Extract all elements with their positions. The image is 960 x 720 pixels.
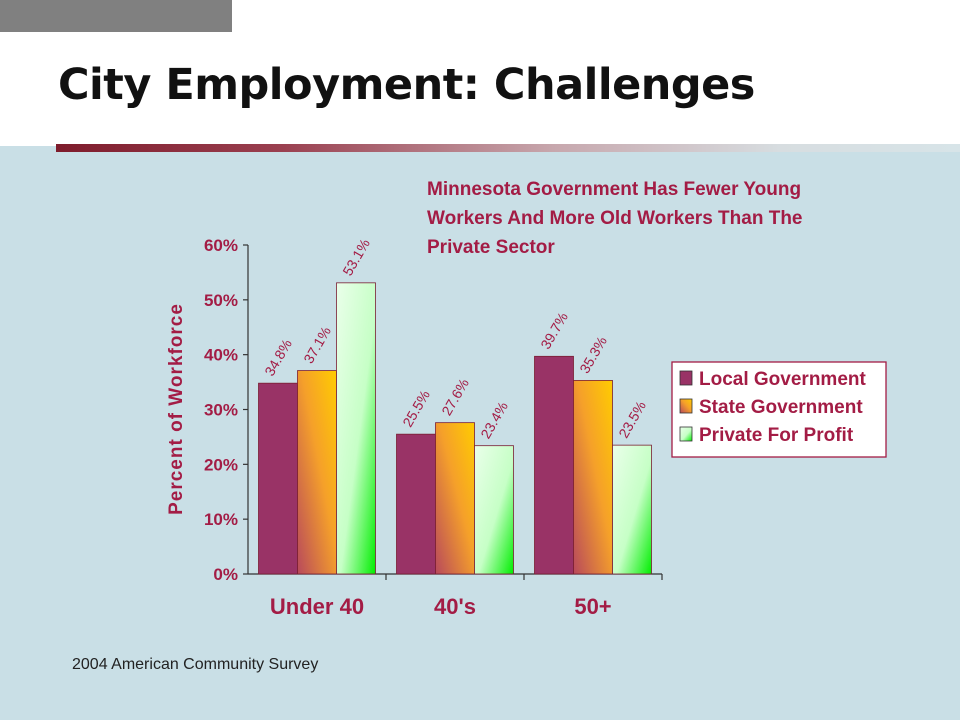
y-tick-label: 20% <box>204 455 238 474</box>
bar <box>396 433 436 575</box>
bar <box>336 282 376 575</box>
chart-subtitle-line: Minnesota Government Has Fewer Young <box>427 179 801 200</box>
bar <box>297 370 337 575</box>
data-label: 34.8% <box>261 336 295 378</box>
bar <box>573 380 613 575</box>
legend-label: Private For Profit <box>699 425 854 446</box>
y-tick-label: 50% <box>204 291 238 310</box>
y-tick-label: 0% <box>213 565 238 584</box>
data-label: 23.4% <box>477 399 511 441</box>
bar <box>612 444 652 575</box>
bar <box>435 422 475 575</box>
bar <box>534 355 574 575</box>
x-tick-label: 50+ <box>574 594 611 619</box>
bar <box>258 382 298 575</box>
legend-swatch <box>679 426 693 442</box>
source-note: 2004 American Community Survey <box>72 656 319 673</box>
legend-swatch <box>679 370 693 386</box>
legend: Local Government State Government Private … <box>671 361 887 458</box>
legend-label: State Government <box>699 397 863 418</box>
y-axis-label: Percent of Workforce <box>166 303 187 515</box>
data-label: 37.1% <box>300 324 334 366</box>
legend-label: Local Government <box>699 369 866 390</box>
corner-accent-bar <box>0 0 232 32</box>
chart-subtitle-line: Private Sector <box>427 237 555 258</box>
title-divider <box>56 144 960 152</box>
bars <box>258 282 652 575</box>
x-tick-label: 40's <box>434 594 476 619</box>
bar <box>474 445 514 575</box>
y-tick-label: 60% <box>204 236 238 255</box>
chart-subtitle: Minnesota Government Has Fewer Young Work… <box>427 179 803 258</box>
legend-swatch <box>679 398 693 414</box>
chart-subtitle-line: Workers And More Old Workers Than The <box>427 208 803 229</box>
data-label: 25.5% <box>399 387 433 429</box>
slide-title: City Employment: Challenges <box>58 60 755 110</box>
data-label: 53.1% <box>339 236 373 278</box>
data-label: 35.3% <box>576 334 610 376</box>
y-tick-label: 30% <box>204 401 238 420</box>
data-label: 39.7% <box>537 309 571 351</box>
data-label: 23.5% <box>615 398 649 440</box>
y-tick-label: 40% <box>204 346 238 365</box>
legend-box <box>671 361 887 458</box>
x-tick-label: Under 40 <box>270 594 364 619</box>
y-tick-label: 10% <box>204 510 238 529</box>
data-label: 27.6% <box>438 376 472 418</box>
